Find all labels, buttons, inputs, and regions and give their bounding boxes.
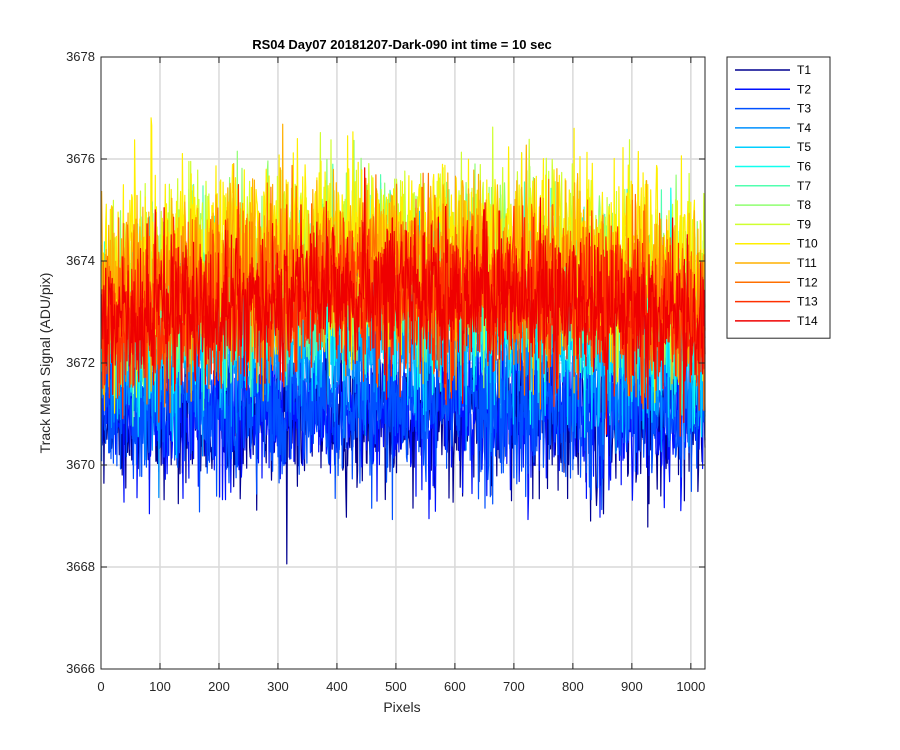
chart-title: RS04 Day07 20181207-Dark-090 int time = … bbox=[252, 37, 552, 52]
legend-label-t12: T12 bbox=[797, 275, 818, 289]
legend-label-t6: T6 bbox=[797, 160, 811, 174]
x-tick-label: 200 bbox=[208, 679, 230, 694]
y-tick-label: 3672 bbox=[66, 355, 95, 370]
legend-label-t14: T14 bbox=[797, 314, 818, 328]
y-tick-label: 3674 bbox=[66, 253, 95, 268]
x-tick-label: 500 bbox=[385, 679, 407, 694]
series-group bbox=[101, 117, 706, 565]
plot-area: 0 100 200 300 400 500 600 700 800 900 1000 3666 3668… bbox=[66, 49, 706, 694]
x-tick-label: 100 bbox=[149, 679, 171, 694]
legend-label-t13: T13 bbox=[797, 295, 818, 309]
legend-label-t9: T9 bbox=[797, 217, 811, 231]
legend-label-t8: T8 bbox=[797, 198, 811, 212]
x-tick-label: 1000 bbox=[676, 679, 705, 694]
legend-box bbox=[726, 56, 831, 339]
x-tick-label: 600 bbox=[444, 679, 466, 694]
y-tick-label: 3666 bbox=[66, 661, 95, 676]
series-line-t13 bbox=[101, 184, 706, 437]
legend-label-t3: T3 bbox=[797, 102, 811, 116]
x-tick-label: 700 bbox=[503, 679, 525, 694]
x-axis-label: Pixels bbox=[383, 699, 420, 715]
y-tick-label: 3676 bbox=[66, 151, 95, 166]
x-tick-label: 800 bbox=[562, 679, 584, 694]
legend-label-t11: T11 bbox=[797, 256, 817, 270]
legend-label-t5: T5 bbox=[797, 140, 811, 154]
x-tick-label: 900 bbox=[621, 679, 643, 694]
y-axis-label: Track Mean Signal (ADU/pix) bbox=[37, 273, 53, 454]
y-tick-label: 3670 bbox=[66, 457, 95, 472]
series-line-t14 bbox=[101, 167, 706, 435]
legend-label-t10: T10 bbox=[797, 237, 818, 251]
legend-label-t4: T4 bbox=[797, 121, 811, 135]
y-tick-label: 3678 bbox=[66, 49, 95, 64]
x-tick-label: 0 bbox=[97, 679, 104, 694]
legend: T1 T2 T3 T4 T5 T6 T7 T8 T9 T10 T11 T12 T13 T14 bbox=[726, 56, 831, 339]
x-tick-label: 400 bbox=[326, 679, 348, 694]
legend-label-t1: T1 bbox=[797, 63, 811, 77]
legend-label-t7: T7 bbox=[797, 179, 811, 193]
x-tick-label: 300 bbox=[267, 679, 289, 694]
y-tick-label: 3668 bbox=[66, 559, 95, 574]
legend-label-t2: T2 bbox=[797, 82, 811, 96]
